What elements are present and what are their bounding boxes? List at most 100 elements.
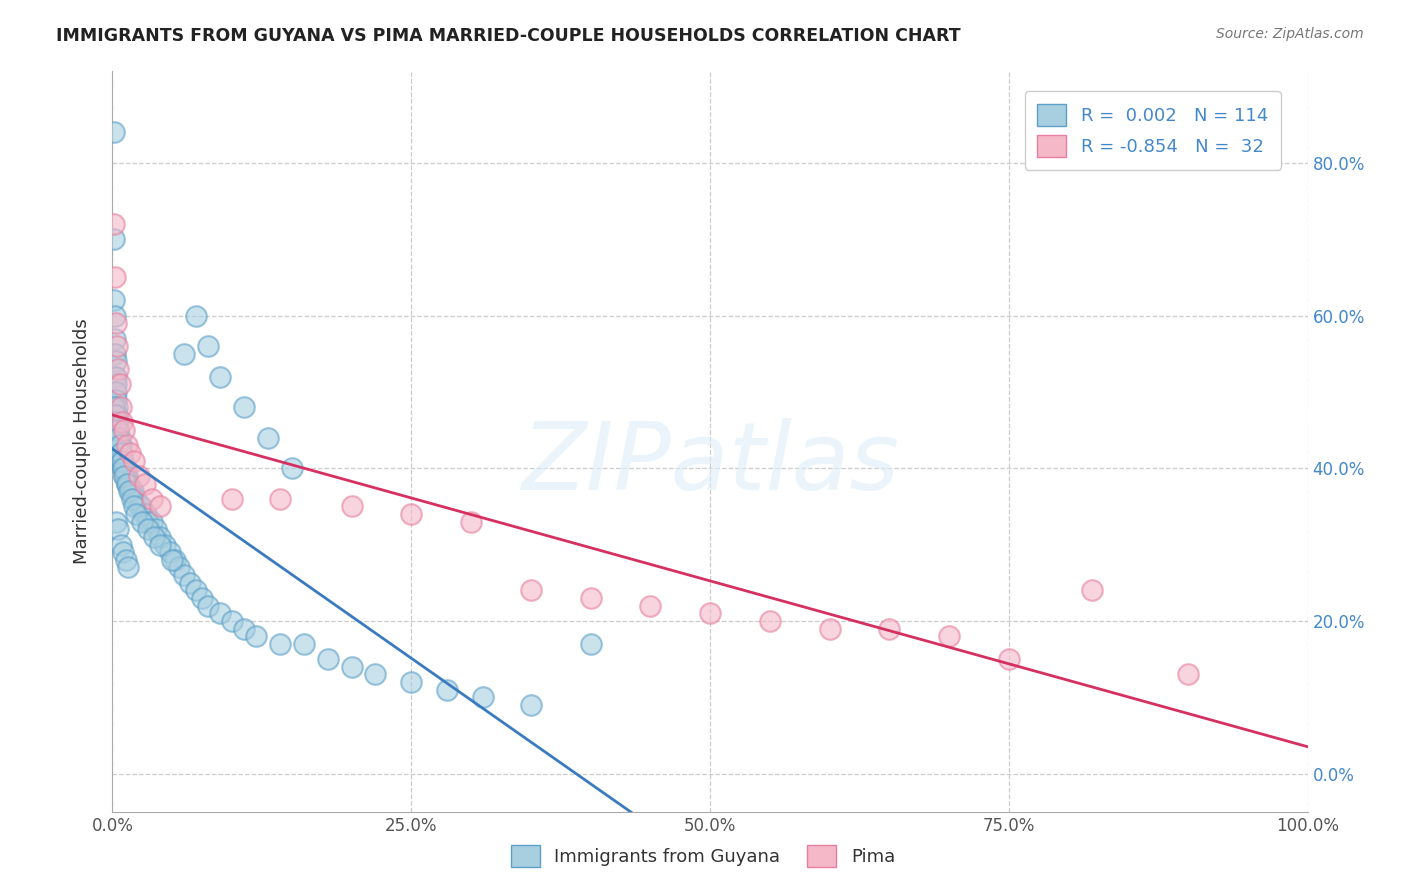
Point — [107, 416, 129, 430]
Point — [209, 369, 232, 384]
Point — [163, 553, 186, 567]
Point — [138, 522, 160, 536]
Text: ZIPatlas: ZIPatlas — [522, 418, 898, 509]
Point — [110, 538, 132, 552]
Point — [107, 362, 129, 376]
Point — [460, 515, 482, 529]
Point — [281, 461, 304, 475]
Point — [520, 583, 543, 598]
Point — [110, 446, 132, 460]
Text: IMMIGRANTS FROM GUYANA VS PIMA MARRIED-COUPLE HOUSEHOLDS CORRELATION CHART: IMMIGRANTS FROM GUYANA VS PIMA MARRIED-C… — [56, 27, 960, 45]
Point — [105, 316, 128, 330]
Point — [111, 453, 134, 467]
Point — [699, 607, 721, 621]
Point — [107, 423, 129, 437]
Point — [107, 431, 129, 445]
Point — [134, 476, 156, 491]
Point — [122, 453, 145, 467]
Point — [141, 515, 163, 529]
Point — [105, 423, 128, 437]
Point — [186, 309, 208, 323]
Point — [108, 431, 131, 445]
Point — [162, 553, 183, 567]
Point — [173, 568, 195, 582]
Point — [125, 507, 148, 521]
Point — [105, 369, 128, 384]
Point — [114, 469, 136, 483]
Point — [103, 232, 125, 246]
Point — [121, 484, 143, 499]
Point — [114, 461, 135, 475]
Point — [115, 469, 138, 483]
Point — [135, 507, 157, 521]
Point — [110, 438, 132, 452]
Point — [269, 637, 291, 651]
Point — [401, 507, 423, 521]
Point — [103, 400, 125, 414]
Point — [138, 515, 160, 529]
Point — [111, 453, 134, 467]
Point — [110, 400, 132, 414]
Point — [112, 461, 135, 475]
Point — [108, 438, 131, 452]
Text: Source: ZipAtlas.com: Source: ZipAtlas.com — [1216, 27, 1364, 41]
Point — [245, 629, 267, 643]
Point — [121, 484, 143, 499]
Point — [105, 392, 128, 407]
Point — [114, 469, 135, 483]
Point — [114, 423, 135, 437]
Point — [818, 622, 841, 636]
Point — [153, 538, 176, 552]
Point — [117, 560, 139, 574]
Point — [131, 515, 153, 529]
Point — [401, 675, 423, 690]
Point — [120, 446, 142, 460]
Point — [197, 599, 219, 613]
Point — [159, 545, 181, 559]
Point — [114, 461, 136, 475]
Point — [105, 408, 128, 422]
Point — [105, 339, 128, 353]
Point — [120, 484, 142, 499]
Point — [129, 500, 152, 514]
Point — [114, 461, 135, 475]
Point — [149, 538, 172, 552]
Point — [104, 408, 127, 422]
Point — [122, 491, 145, 506]
Point — [105, 377, 128, 392]
Point — [107, 423, 129, 437]
Point — [105, 408, 128, 422]
Point — [221, 491, 243, 506]
Point — [118, 476, 141, 491]
Point — [209, 607, 232, 621]
Point — [111, 446, 134, 460]
Point — [579, 591, 602, 605]
Point — [117, 476, 139, 491]
Point — [233, 400, 256, 414]
Point — [257, 431, 280, 445]
Point — [132, 507, 155, 521]
Point — [104, 369, 127, 384]
Point — [292, 637, 315, 651]
Point — [108, 377, 131, 392]
Point — [472, 690, 495, 705]
Point — [107, 522, 129, 536]
Point — [114, 553, 136, 567]
Point — [269, 491, 291, 506]
Point — [128, 500, 150, 514]
Point — [104, 331, 127, 345]
Point — [179, 575, 201, 590]
Point — [340, 659, 363, 673]
Point — [115, 438, 138, 452]
Point — [111, 453, 134, 467]
Point — [105, 384, 128, 399]
Point — [110, 446, 132, 460]
Point — [149, 530, 172, 544]
Point — [579, 637, 602, 651]
Point — [118, 484, 141, 499]
Point — [221, 614, 243, 628]
Point — [112, 461, 135, 475]
Point — [104, 270, 127, 285]
Point — [110, 446, 132, 460]
Point — [141, 491, 163, 506]
